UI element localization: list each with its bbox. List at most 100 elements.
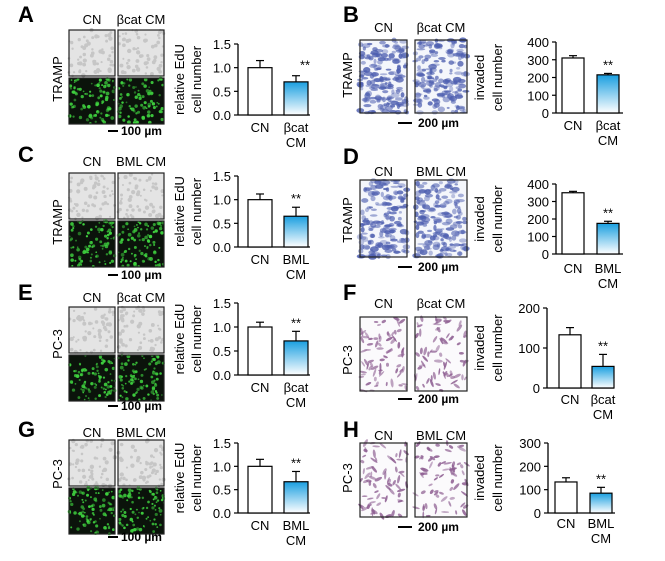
invasion-image-control (358, 316, 408, 393)
panel-letter: C (18, 142, 34, 167)
invasion-image-control (356, 178, 411, 260)
significance-marker: ** (596, 471, 606, 486)
scale-bar-label: 100 µm (121, 399, 162, 413)
y-tick-label: 0.0 (213, 240, 231, 255)
y-tick-label: 200 (527, 71, 549, 86)
x-tick-label: CN (251, 120, 270, 135)
image-label-control: CN (374, 20, 393, 35)
image-label-treated: BML CM (116, 154, 166, 169)
x-tick-label: CN (251, 252, 270, 267)
bar-treated (283, 340, 309, 376)
brightfield-image-control (68, 306, 116, 354)
panel-c: C TRAMP CN BML CM 100 µm relative EdU cell num… (18, 142, 310, 282)
x-tick-label: CN (564, 118, 583, 133)
cell-line-label: PC-3 (340, 345, 355, 375)
image-label-control: CN (374, 164, 393, 179)
y-tick-label: 1.5 (213, 169, 231, 184)
image-label-control: CN (83, 12, 102, 27)
y-axis-label: cell number (490, 444, 505, 512)
scale-bar-label: 200 µm (418, 260, 459, 274)
bar-control (558, 334, 582, 389)
x-tick-label: CM (598, 133, 618, 148)
image-label-control: CN (83, 425, 102, 440)
x-tick-label: βcat (284, 120, 309, 135)
cell-line-label: TRAMP (340, 197, 355, 243)
bar-treated (283, 481, 309, 514)
y-axis-label: relative EdU (172, 443, 187, 514)
y-tick-label: 1.0 (213, 320, 231, 335)
x-tick-label: BML (595, 261, 622, 276)
invasion-image-treated (414, 315, 469, 392)
bar-treated (283, 81, 309, 116)
edu-image-control (67, 486, 116, 536)
invasion-image-treated (412, 37, 471, 115)
panel-b: B TRAMP CN βcat CM 200 µm invaded cell number 0… (340, 2, 623, 148)
y-tick-label: 0.0 (213, 368, 231, 383)
cell-line-label: TRAMP (50, 56, 65, 102)
bar-control (561, 57, 585, 114)
bar-control (247, 67, 273, 116)
y-tick-label: 1.0 (213, 193, 231, 208)
panel-letter: G (18, 417, 35, 442)
y-tick-label: 300 (527, 53, 549, 68)
edu-image-control (68, 354, 117, 402)
x-tick-label: CN (564, 261, 583, 276)
x-tick-label: BML (588, 516, 615, 531)
x-tick-label: βcat (596, 118, 621, 133)
significance-marker: ** (291, 191, 301, 206)
edu-image-treated (116, 220, 165, 268)
x-tick-label: CN (561, 392, 580, 407)
brightfield-image-treated (116, 305, 165, 355)
y-axis-label: invaded (472, 455, 487, 501)
y-tick-label: 400 (527, 35, 549, 50)
bar-treated (591, 365, 615, 389)
y-tick-label: 100 (527, 88, 549, 103)
scale-bar-label: 100 µm (121, 268, 162, 282)
image-label-treated: βcat CM (417, 20, 466, 35)
y-tick-label: 0 (542, 106, 549, 121)
y-axis-label: cell number (189, 177, 204, 245)
image-label-treated: βcat CM (117, 12, 166, 27)
y-axis-label: cell number (490, 185, 505, 253)
y-tick-label: 1.5 (213, 37, 231, 52)
scale-bar-label: 200 µm (418, 116, 459, 130)
bar-control (247, 326, 273, 376)
brightfield-image-treated (116, 438, 166, 488)
y-axis-label: invaded (472, 325, 487, 371)
image-label-control: CN (374, 428, 393, 443)
image-label-control: CN (374, 296, 393, 311)
y-tick-label: 0.0 (213, 506, 231, 521)
y-axis-label: cell number (490, 43, 505, 111)
image-label-treated: BML CM (116, 425, 166, 440)
y-tick-label: 200 (518, 301, 540, 316)
y-axis-label: relative EdU (172, 304, 187, 375)
significance-marker: ** (291, 455, 301, 470)
y-tick-label: 100 (519, 483, 541, 498)
cell-line-label: PC-3 (50, 459, 65, 489)
x-tick-label: CN (251, 380, 270, 395)
x-tick-label: βcat (591, 392, 616, 407)
invasion-image-treated (412, 440, 470, 519)
panel-h: H PC-3 CN BML CM 200 µm invaded cell number 0 10… (340, 417, 615, 546)
panel-g: G PC-3 CN BML CM 100 µm relative EdU cell numb… (18, 417, 310, 548)
panel-letter: F (343, 280, 356, 305)
x-tick-label: βcat (284, 380, 309, 395)
panel-letter: D (343, 144, 359, 169)
y-tick-label: 0.0 (213, 108, 231, 123)
significance-marker: ** (603, 57, 613, 72)
y-tick-label: 0 (542, 247, 549, 262)
y-tick-label: 0.5 (213, 344, 231, 359)
x-tick-label: CM (591, 531, 611, 546)
x-tick-label: CN (557, 516, 576, 531)
panel-d: D TRAMP CN BML CM 200 µm invaded cell number 0 1… (340, 144, 623, 291)
y-tick-label: 200 (527, 212, 549, 227)
x-tick-label: CM (286, 533, 306, 548)
image-label-treated: βcat CM (417, 296, 466, 311)
y-tick-label: 0.5 (213, 216, 231, 231)
x-tick-label: CM (286, 267, 306, 282)
y-axis-label: cell number (189, 45, 204, 113)
y-axis-label: cell number (189, 305, 204, 373)
image-label-control: CN (83, 154, 102, 169)
